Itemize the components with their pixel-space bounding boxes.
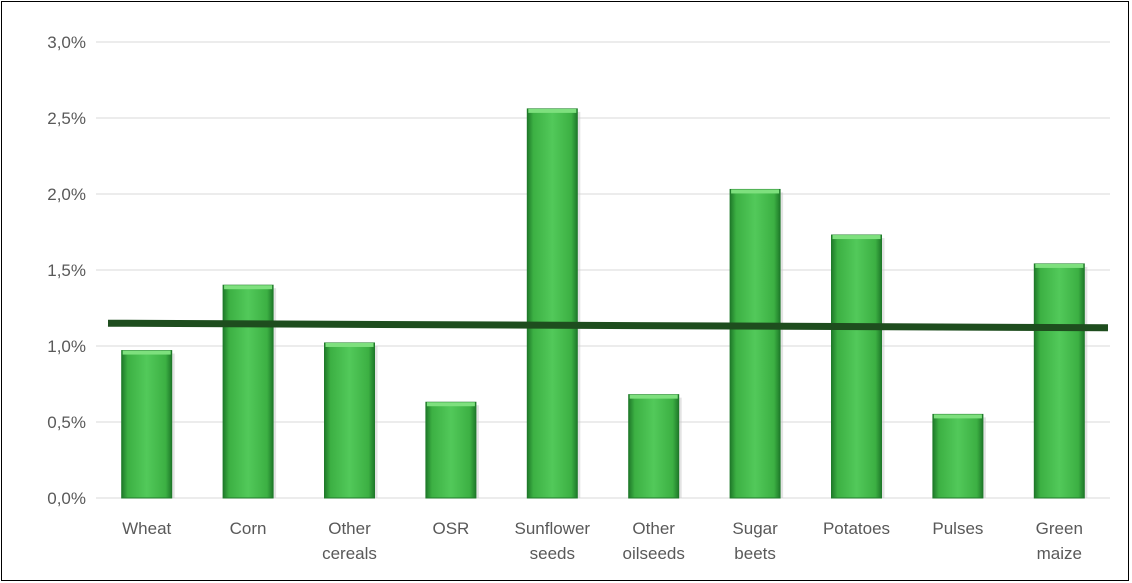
bar-cap bbox=[122, 350, 171, 355]
x-tick-label-line: seeds bbox=[530, 544, 575, 563]
bar-cap bbox=[832, 235, 881, 240]
trend-line bbox=[107, 319, 1109, 332]
bars bbox=[121, 108, 1088, 499]
x-axis-labels: Wheat Corn Other cereals OSR Sunflower seeds Ot… bbox=[122, 519, 1083, 563]
bar bbox=[425, 401, 477, 499]
x-tick-label-line: Potatoes bbox=[823, 519, 890, 538]
x-tick-label-line: Wheat bbox=[122, 519, 171, 538]
x-tick-label-line: Other bbox=[632, 519, 675, 538]
y-tick-label: 3,0% bbox=[47, 33, 86, 52]
x-tick-label: Sugar beets bbox=[732, 519, 778, 563]
x-tick-label: Corn bbox=[230, 519, 267, 538]
x-tick-label: Green maize bbox=[1036, 519, 1083, 563]
bar bbox=[324, 342, 375, 499]
bar bbox=[526, 108, 578, 499]
trend-line-group bbox=[107, 319, 1109, 332]
x-tick-label: Sunflower seeds bbox=[514, 519, 590, 563]
x-tick-label-line: Green bbox=[1036, 519, 1083, 538]
bar bbox=[932, 413, 984, 499]
y-tick-label: 2,5% bbox=[47, 109, 86, 128]
bar bbox=[831, 234, 882, 499]
x-tick-label: Other cereals bbox=[322, 519, 377, 563]
x-tick-label-line: Other bbox=[328, 519, 371, 538]
bar-cap bbox=[325, 342, 374, 347]
x-tick-label-line: maize bbox=[1037, 544, 1082, 563]
y-tick-label: 1,0% bbox=[47, 337, 86, 356]
bar-cap bbox=[426, 402, 475, 407]
bar-cap bbox=[629, 394, 678, 399]
x-tick-label: Wheat bbox=[122, 519, 171, 538]
bar-cap bbox=[1035, 263, 1084, 268]
x-tick-label: Pulses bbox=[932, 519, 983, 538]
x-tick-label-line: Sugar bbox=[732, 519, 778, 538]
bar-cap bbox=[933, 414, 982, 419]
bar-cap bbox=[224, 285, 273, 290]
bar bbox=[729, 188, 781, 499]
x-tick-label: Other oilseeds bbox=[623, 519, 685, 563]
y-tick-label: 1,5% bbox=[47, 261, 86, 280]
y-tick-label: 0,5% bbox=[47, 413, 86, 432]
bar bbox=[1033, 263, 1085, 499]
x-tick-label-line: cereals bbox=[322, 544, 377, 563]
x-tick-label-line: beets bbox=[734, 544, 776, 563]
bar bbox=[628, 394, 680, 499]
x-tick-label: OSR bbox=[432, 519, 469, 538]
y-tick-label: 2,0% bbox=[47, 185, 86, 204]
bar-cap bbox=[731, 189, 780, 194]
x-tick-label: Potatoes bbox=[823, 519, 890, 538]
x-tick-label-line: oilseeds bbox=[623, 544, 685, 563]
y-tick-label: 0,0% bbox=[47, 489, 86, 508]
x-tick-label-line: Pulses bbox=[932, 519, 983, 538]
y-axis-ticks: 0,0% 0,5% 1,0% 1,5% 2,0% 2,5% 3,0% bbox=[47, 33, 86, 508]
bar bbox=[222, 284, 274, 499]
x-tick-label-line: Corn bbox=[230, 519, 267, 538]
x-tick-label-line: OSR bbox=[432, 519, 469, 538]
bar-cap bbox=[528, 108, 577, 113]
bar bbox=[121, 350, 173, 499]
x-tick-label-line: Sunflower bbox=[514, 519, 590, 538]
